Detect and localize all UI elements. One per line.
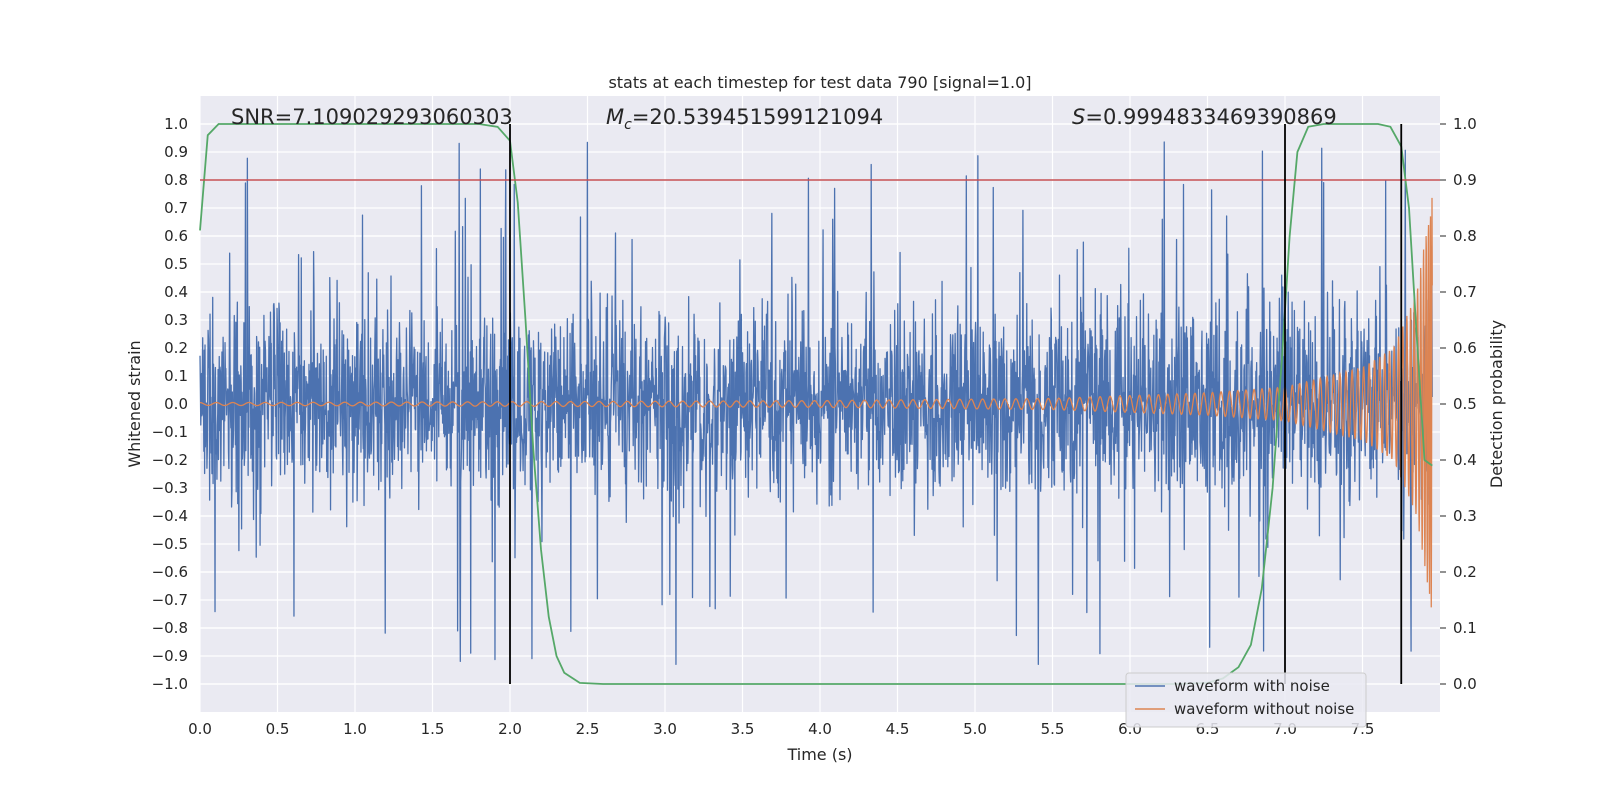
y-right-tick-label: 0.7 [1453, 283, 1477, 301]
legend-box [1125, 672, 1367, 728]
noise-series [199, 141, 1433, 666]
y-tick-label: 0.2 [164, 339, 188, 357]
mc-subscript: c [624, 117, 632, 133]
chart-title: stats at each timestep for test data 790… [608, 73, 1031, 92]
x-tick-label: 2.0 [498, 720, 522, 738]
y-tick-label: 0.3 [164, 311, 188, 329]
y-right-tick-label: 0.6 [1453, 339, 1477, 357]
y-tick-label: 0.0 [164, 395, 188, 413]
y-right-tick-label: 0.8 [1453, 227, 1477, 245]
s-value: =0.9994833469390869 [1085, 105, 1336, 129]
y-right-tick-label: 0.4 [1453, 451, 1477, 469]
legend-label-noise: waveform with noise [1174, 677, 1330, 695]
y-tick-label: −0.6 [152, 563, 188, 581]
snr-annotation: SNR=7.109029293060303 [231, 105, 513, 129]
y-right-tick-label: 0.0 [1453, 675, 1477, 693]
clean-waveform-line [199, 197, 1433, 608]
y-right-tick-label: 0.5 [1453, 395, 1477, 413]
clean-series [199, 197, 1433, 608]
y-right-tick-label: 0.3 [1453, 507, 1477, 525]
x-tick-label: 5.0 [963, 720, 987, 738]
ticks: 0.0 0.5 1.0 1.5 2.0 2.5 3.0 3.5 4.0 4.5 5.0 5.5 6.0 6… [152, 115, 1477, 738]
y-tick-label: −0.5 [152, 535, 188, 553]
x-tick-label: 1.0 [343, 720, 367, 738]
x-tick-label: 3.5 [731, 720, 755, 738]
y-tick-label: −0.3 [152, 479, 188, 497]
x-tick-label: 3.0 [653, 720, 677, 738]
y-tick-label: 0.5 [164, 255, 188, 273]
y-right-tick-label: 1.0 [1453, 115, 1477, 133]
y-tick-label: −0.1 [152, 423, 188, 441]
y-tick-label: −0.2 [152, 451, 188, 469]
x-tick-label: 4.0 [808, 720, 832, 738]
vertical-lines [509, 124, 1403, 684]
legend: waveform with noise waveform without noi… [1125, 672, 1367, 728]
y-tick-label: 0.9 [164, 143, 188, 161]
y-tick-label: −0.9 [152, 647, 188, 665]
legend-label-clean: waveform without noise [1174, 700, 1354, 718]
mc-symbol: M [606, 105, 624, 129]
y-tick-label: 1.0 [164, 115, 188, 133]
x-axis-label: Time (s) [786, 745, 852, 764]
y-tick-label: 0.8 [164, 171, 188, 189]
x-tick-label: 2.5 [576, 720, 600, 738]
y-axis-label: Whitened strain [125, 340, 144, 467]
y-right-tick-label: 0.2 [1453, 563, 1477, 581]
score-annotation: S=0.9994833469390869 [1072, 105, 1337, 129]
x-tick-label: 0.5 [266, 720, 290, 738]
x-tick-label: 5.5 [1041, 720, 1065, 738]
x-tick-label: 4.5 [886, 720, 910, 738]
y-tick-label: 0.7 [164, 199, 188, 217]
x-tick-label: 0.0 [188, 720, 212, 738]
x-tick-label: 1.5 [421, 720, 445, 738]
chirp-mass-annotation: Mc=20.539451599121094 [606, 105, 883, 133]
s-symbol: S [1072, 105, 1085, 129]
y-tick-label: 0.1 [164, 367, 188, 385]
y-tick-label: −0.7 [152, 591, 188, 609]
y-right-tick-label: 0.1 [1453, 619, 1477, 637]
y-right-tick-label: 0.9 [1453, 171, 1477, 189]
y-tick-label: −0.8 [152, 619, 188, 637]
y-tick-label: 0.6 [164, 227, 188, 245]
y-axis-right-label: Detection probability [1487, 320, 1506, 488]
y-tick-label: −0.4 [152, 507, 188, 525]
y-tick-label: −1.0 [152, 675, 188, 693]
mc-value: =20.539451599121094 [632, 105, 883, 129]
noise-waveform-line [199, 141, 1433, 666]
y-tick-label: 0.4 [164, 283, 188, 301]
